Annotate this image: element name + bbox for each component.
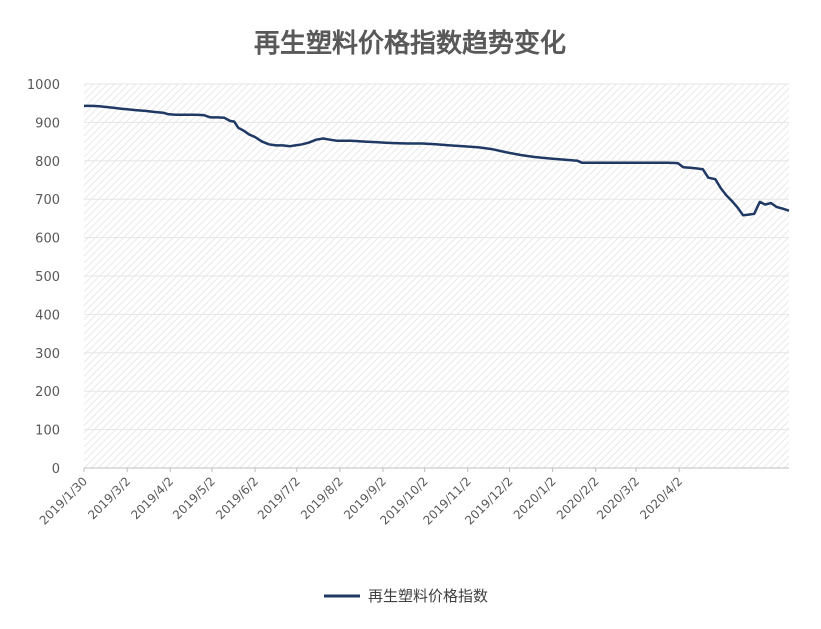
legend-label: 再生塑料价格指数	[368, 587, 488, 605]
gridlines	[84, 83, 789, 469]
legend: 再生塑料价格指数	[324, 587, 488, 605]
y-tick-label: 700	[35, 193, 60, 208]
y-tick-label: 600	[35, 232, 60, 247]
chart-title: 再生塑料价格指数趋势变化	[254, 28, 566, 59]
y-tick-label: 200	[35, 385, 60, 400]
y-tick-label: 1000	[27, 78, 60, 93]
y-tick-label: 100	[35, 424, 60, 439]
y-tick-label: 900	[35, 116, 60, 131]
y-tick-label: 400	[35, 308, 60, 323]
y-tick-label: 500	[35, 270, 60, 285]
y-tick-label: 0	[52, 462, 60, 477]
y-tick-label: 300	[35, 347, 60, 362]
series-line	[84, 104, 790, 217]
series-layer	[84, 104, 790, 217]
y-tick-label: 800	[35, 155, 60, 170]
y-axis: 0 100 200 300 400 500 600 700 800 900 1000	[27, 78, 60, 477]
